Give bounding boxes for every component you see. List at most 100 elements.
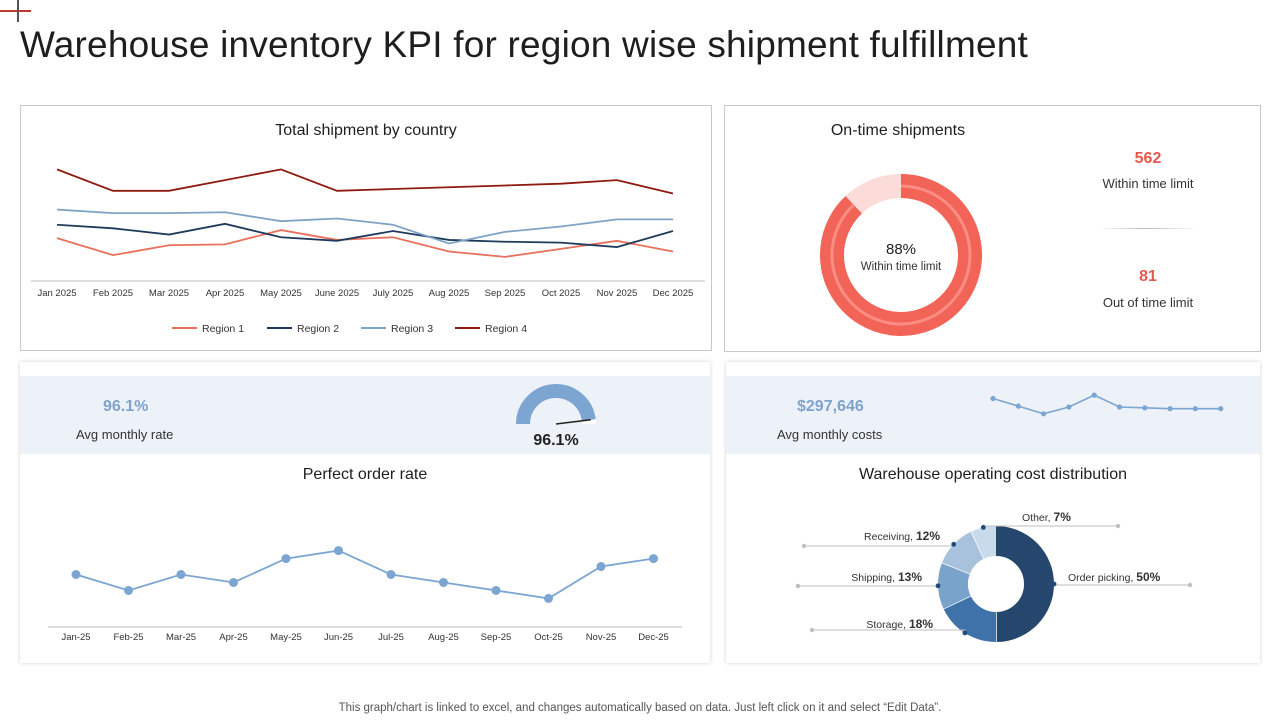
sparkline-point: [1218, 406, 1224, 412]
perfect-order-kpi-label: Avg monthly rate: [76, 427, 174, 442]
slice-label-receiving: Receiving, 12%: [864, 529, 940, 543]
footer-note: This graph/chart is linked to excel, and…: [338, 702, 942, 714]
data-point: [334, 546, 343, 556]
leader-end-dot: [801, 543, 807, 549]
ontime-title: On-time shipments: [830, 122, 966, 139]
slice-label-value: 18%: [909, 617, 933, 631]
cost-kpi-value: $297,646: [797, 398, 864, 415]
data-point: [176, 570, 186, 579]
series-line-region-4: [56, 168, 674, 195]
x-tick-label: Feb-25: [113, 632, 143, 643]
x-tick-label: Aug 2025: [429, 288, 470, 299]
leader-end-dot: [1115, 523, 1121, 529]
sparkline-point: [1015, 403, 1021, 409]
data-point: [596, 562, 606, 572]
x-tick-label: Dec-25: [638, 632, 669, 643]
x-tick-label: May 2025: [260, 288, 302, 299]
x-tick-label: Apr 2025: [206, 288, 245, 299]
page-title: Warehouse inventory KPI for region wise …: [20, 24, 1029, 65]
x-tick-label: Jun-25: [324, 632, 353, 643]
within-time-label: Within time limit: [1102, 176, 1194, 191]
series-line-region-2: [56, 222, 674, 248]
cost-distribution-title: Warehouse operating cost distribution: [859, 466, 1127, 483]
slice-receiving: [942, 531, 985, 575]
cost-panel: $297,646 Avg monthly costs Warehouse ope…: [726, 362, 1260, 663]
slice-label-shipping: Shipping, 13%: [851, 570, 922, 584]
series-line-region-3: [56, 208, 673, 245]
slice-separator: [940, 561, 972, 575]
cost-kpi-band: [726, 376, 1260, 454]
legend-label-region-4: Region 4: [485, 323, 527, 335]
data-point: [386, 570, 396, 579]
corner-accent-line: [0, 10, 31, 12]
slice-label-name: Storage,: [866, 619, 909, 631]
slice-label-order-picking: Order picking, 50%: [1068, 570, 1161, 584]
slice-label-value: 12%: [916, 529, 940, 543]
slice-order-picking: [995, 526, 1054, 642]
slice-shipping: [938, 562, 972, 609]
perfect-order-panel: 96.1% Avg monthly rate 96.1% Perfect ord…: [20, 362, 710, 663]
total-shipment-chart: Jan 2025 Feb 2025 Mar 2025 Apr 2025 May 2025…: [31, 168, 705, 335]
cost-kpi-label: Avg monthly costs: [777, 427, 883, 442]
donut-inner-stripe: [830, 184, 972, 326]
legend-label-region-1: Region 1: [202, 323, 244, 335]
data-point: [439, 577, 448, 587]
data-point: [491, 585, 501, 595]
gauge-fill: [516, 384, 596, 425]
ontime-donut-chart: 88% Within time limit: [820, 174, 982, 336]
sparkline-point: [1142, 405, 1148, 411]
x-tick-label: Apr-25: [219, 632, 248, 643]
x-tick-label: July 2025: [373, 288, 414, 299]
sparkline-line: [992, 394, 1221, 415]
ontime-panel: On-time shipments 88% Within time limit 5…: [724, 105, 1261, 352]
sparkline-point: [1116, 404, 1123, 410]
x-tick-label: Sep 2025: [485, 288, 526, 299]
slice-label-name: Order picking,: [1068, 572, 1136, 584]
data-point: [649, 554, 658, 564]
donut-center-value: 88%: [886, 241, 916, 258]
x-tick-label: Oct 2025: [542, 288, 581, 299]
corner-accent-tick: [17, 0, 19, 22]
sparkline-point: [1167, 406, 1173, 412]
total-shipment-panel: Total shipment by country Jan 2025 Feb 20…: [20, 105, 712, 351]
out-time-label: Out of time limit: [1102, 295, 1194, 310]
sparkline-point: [990, 395, 996, 402]
leader-end-dot: [1187, 582, 1193, 588]
x-tick-label: Dec 2025: [653, 288, 694, 299]
series-line-region-1: [56, 229, 674, 258]
data-point: [281, 554, 291, 564]
out-time-value: 81: [1139, 268, 1157, 285]
slice-storage: [943, 595, 997, 642]
data-point: [229, 577, 238, 587]
slice-label-name: Receiving,: [864, 531, 916, 543]
leader-anchor-dot: [980, 524, 986, 530]
slice-label-name: Shipping,: [851, 572, 898, 584]
x-tick-label: Mar 2025: [149, 288, 189, 299]
leader-anchor-dot: [962, 630, 968, 636]
gauge-needle: [555, 418, 591, 425]
slice-label-name: Other,: [1022, 512, 1054, 524]
legend-label-region-3: Region 3: [391, 323, 433, 335]
sparkline-point: [1066, 404, 1072, 410]
x-tick-label: Nov-25: [586, 632, 617, 643]
donut-center-label: Within time limit: [861, 261, 942, 273]
sparkline-point: [1192, 406, 1198, 412]
leader-line: [804, 544, 955, 547]
data-point: [124, 585, 133, 595]
within-time-value: 562: [1134, 150, 1162, 167]
slice-other: [971, 526, 997, 559]
x-tick-label: June 2025: [315, 288, 359, 299]
cost-distribution-chart: Order picking, 50% Storage, 18% Shipping, …: [795, 510, 1193, 643]
x-tick-label: Sep-25: [481, 632, 512, 643]
leader-anchor-dot: [951, 541, 957, 547]
x-tick-label: Nov 2025: [597, 288, 638, 299]
leader-line: [1053, 584, 1190, 586]
leader-anchor-dot: [1051, 581, 1057, 587]
donut-segment-out: [845, 174, 902, 214]
perfect-order-chart: Jan-25 Feb-25 Mar-25 Apr-25 May-25 Jun-25 Jul-…: [48, 546, 682, 643]
slice-label-storage: Storage, 18%: [866, 617, 933, 631]
perfect-order-kpi-value: 96.1%: [103, 398, 149, 415]
x-tick-label: Jan-25: [61, 632, 90, 643]
leader-anchor-dot: [935, 583, 941, 589]
data-point: [71, 570, 81, 579]
